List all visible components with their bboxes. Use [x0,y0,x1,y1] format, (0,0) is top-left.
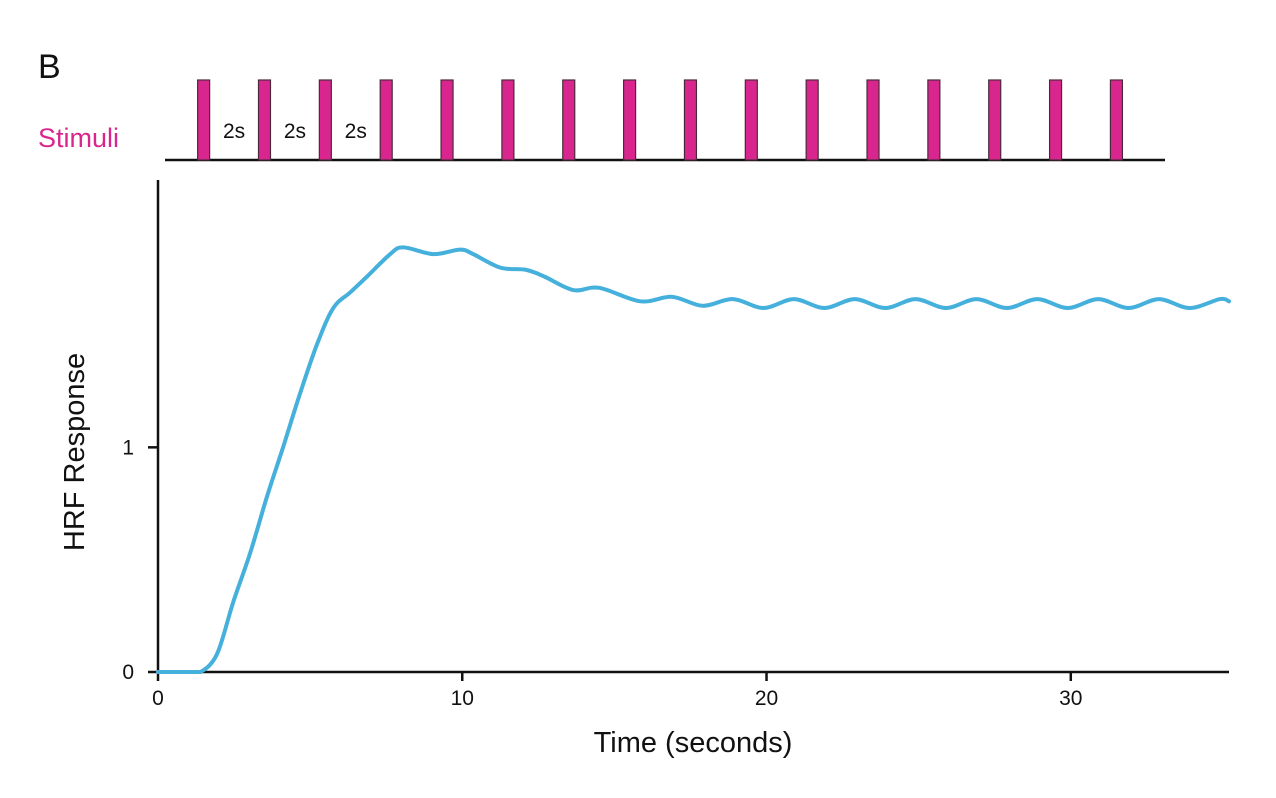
panel-label: B [38,48,61,86]
stimulus-bar [805,79,819,161]
stimuli-label: Stimuli [38,123,119,153]
stimulus-bar [1109,79,1124,161]
x-tick-label: 20 [755,687,778,710]
stimulus-bar [257,79,272,161]
stimulus-bar [197,79,211,161]
y-tick-label: 0 [122,661,134,684]
series-line-hrf [156,245,1231,674]
stimulus-interval-label: 2s [223,120,245,143]
x-tick-label: 10 [451,687,474,710]
stimuli-bars [197,79,1124,161]
x-tick-label: 0 [152,687,164,710]
stimulus-bar [379,79,393,161]
stimuli-interval-labels: 2s 2s 2s [223,120,367,143]
x-axis-label: Time (seconds) [594,727,793,759]
stimulus-interval-label: 2s [345,120,367,143]
stimulus-bar [683,79,698,161]
stimulus-bar [1048,79,1063,161]
stimulus-bar [440,79,454,161]
y-tick-label: 1 [122,436,134,459]
stimulus-bar [623,79,637,161]
stimulus-bar [744,79,758,161]
stimulus-interval-label: 2s [284,120,306,143]
x-ticks: 0 10 20 30 [152,672,1082,710]
y-axis-label: HRF Response [59,353,91,551]
stimulus-bar [866,79,880,161]
stimulus-bar [988,79,1002,161]
stimulus-bar [927,79,941,161]
stimulus-bar [501,79,515,161]
stimulus-bar [562,79,576,161]
stimulus-bar [318,79,332,161]
x-tick-label: 30 [1059,687,1082,710]
y-ticks: 01 [122,436,158,684]
